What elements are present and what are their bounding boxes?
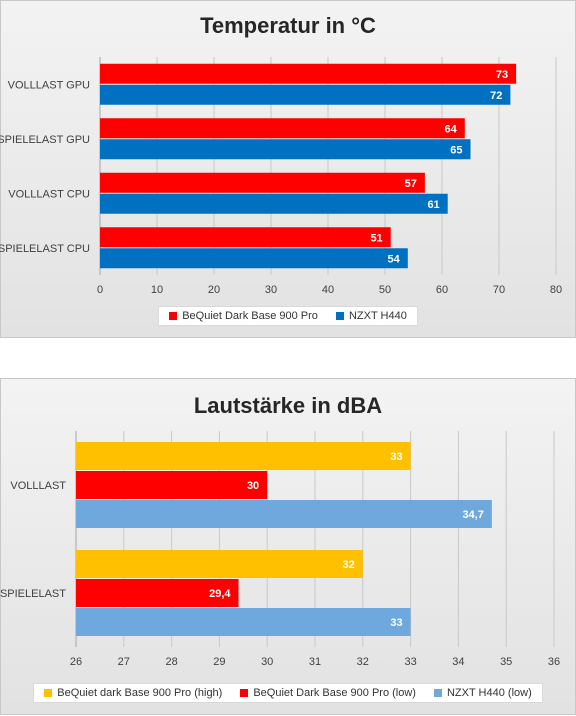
x-tick-label: 35: [500, 656, 512, 668]
y-category-label: VOLLLAST GPU: [8, 79, 90, 91]
legend-box: BeQuiet Dark Base 900 Pro NZXT H440: [158, 306, 418, 326]
bar-value-label: 33: [390, 617, 402, 629]
x-tick-label: 10: [151, 284, 163, 296]
x-tick-label: 60: [436, 284, 448, 296]
bar-value-label: 34,7: [462, 509, 483, 521]
legend-swatch-icon: [240, 689, 249, 697]
bar-value-label: 54: [388, 253, 401, 265]
chart-title: Temperatur in °C: [200, 13, 376, 38]
bar-value-label: 64: [445, 123, 458, 135]
bar: [76, 471, 268, 499]
chart-legend: BeQuiet Dark Base 900 Pro NZXT H440: [1, 306, 575, 326]
x-tick-label: 50: [379, 284, 391, 296]
x-tick-label: 28: [165, 656, 177, 668]
bar: [76, 579, 239, 607]
legend-item: NZXT H440: [335, 310, 407, 322]
x-tick-label: 34: [452, 656, 464, 668]
y-category-label: VOLLLAST: [10, 480, 66, 492]
temperature-bar-chart: 0 10 20 30 40 50 60 70 80 VOLLLAST GPU 73 72 SPIELEL…: [0, 57, 562, 296]
bar-value-label: 51: [370, 232, 382, 244]
bar-value-label: 29,4: [209, 588, 231, 600]
bar-value-label: 73: [496, 69, 508, 81]
bar: [100, 248, 408, 269]
legend-swatch-icon: [169, 312, 178, 320]
bar: [76, 442, 411, 470]
x-tick-label: 31: [309, 656, 321, 668]
temperature-chart-panel: Temperatur in °C 0 10 20 30 40 50 60 70 80 VOLLLA…: [0, 0, 576, 338]
legend-item: BeQuiet dark Base 900 Pro (high): [44, 687, 222, 699]
bar: [100, 63, 517, 84]
legend-swatch-icon: [44, 689, 53, 697]
x-tick-label: 29: [213, 656, 225, 668]
x-tick-label: 36: [548, 656, 560, 668]
y-category-label: SPIELELAST CPU: [0, 243, 90, 255]
legend-swatch-icon: [335, 312, 344, 320]
x-tick-label: 20: [208, 284, 220, 296]
x-tick-label: 40: [322, 284, 334, 296]
x-tick-label: 33: [404, 656, 416, 668]
legend-label: NZXT H440: [348, 310, 407, 322]
bar: [100, 172, 425, 193]
bar: [76, 608, 411, 636]
x-tick-label: 0: [97, 284, 103, 296]
bar-value-label: 57: [405, 178, 417, 190]
legend-box: BeQuiet dark Base 900 Pro (high) BeQuiet…: [33, 683, 543, 703]
y-category-label: SPIELELAST: [0, 588, 66, 600]
x-tick-label: 30: [261, 656, 273, 668]
x-tick-label: 26: [70, 656, 82, 668]
bar: [100, 84, 511, 105]
bar-value-label: 32: [343, 559, 355, 571]
bar-value-label: 30: [247, 480, 259, 492]
loudness-chart-panel: Lautstärke in dBA 26 27 28 29 30 31 32 33 34 35 36…: [0, 378, 576, 715]
legend-label: BeQuiet dark Base 900 Pro (high): [57, 687, 223, 699]
legend-label: BeQuiet Dark Base 900 Pro: [182, 310, 318, 322]
chart-title: Lautstärke in dBA: [193, 393, 383, 418]
bar-value-label: 65: [450, 144, 462, 156]
legend-item: BeQuiet Dark Base 900 Pro: [169, 310, 318, 322]
legend-label: BeQuiet Dark Base 900 Pro (low): [253, 687, 416, 699]
legend-item: NZXT H440 (low): [433, 687, 532, 699]
bar-value-label: 72: [490, 90, 502, 102]
x-tick-label: 32: [357, 656, 369, 668]
legend-swatch-icon: [433, 689, 442, 697]
legend-item: BeQuiet Dark Base 900 Pro (low): [240, 687, 416, 699]
bar-value-label: 33: [390, 451, 402, 463]
y-category-label: SPIELELAST GPU: [0, 134, 90, 146]
bar-value-label: 61: [427, 199, 439, 211]
legend-label: NZXT H440 (low): [446, 687, 532, 699]
x-tick-label: 80: [550, 284, 562, 296]
bar: [100, 193, 448, 214]
x-tick-label: 70: [493, 284, 505, 296]
bar: [100, 139, 471, 160]
x-tick-label: 30: [265, 284, 277, 296]
x-tick-label: 27: [118, 656, 130, 668]
bar: [76, 550, 363, 578]
y-category-label: VOLLLAST CPU: [8, 188, 90, 200]
bar: [100, 227, 391, 248]
bar: [100, 118, 465, 139]
bar: [76, 500, 492, 528]
chart-legend: BeQuiet dark Base 900 Pro (high) BeQuiet…: [1, 683, 575, 703]
loudness-bar-chart: 26 27 28 29 30 31 32 33 34 35 36 VOLLLAST 33 30 34,7 SP…: [0, 431, 560, 668]
